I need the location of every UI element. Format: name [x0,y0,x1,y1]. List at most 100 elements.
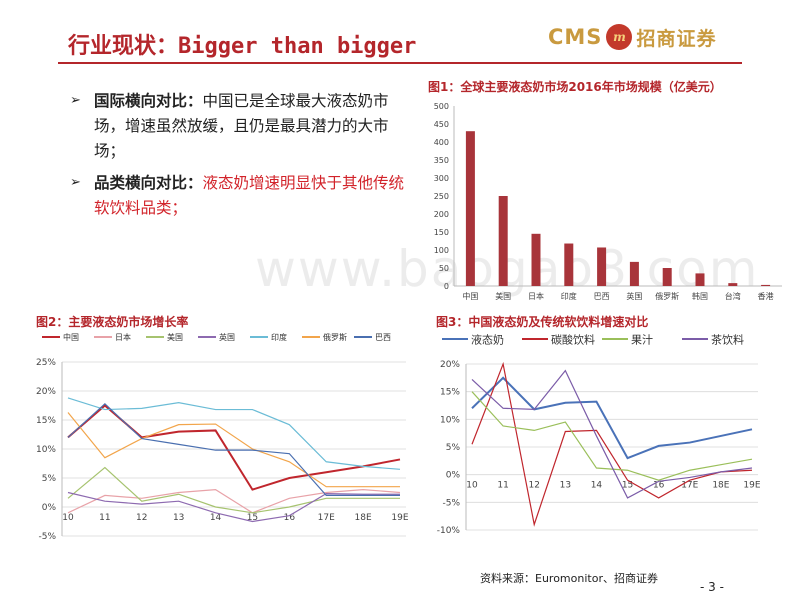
fig3-x-tick-label: 11 [497,481,508,491]
fig2-legend-label: 巴西 [375,333,391,342]
fig1-bar [629,261,639,286]
fig3-x-tick-label: 14 [591,481,603,491]
fig3-x-tick-label: 16 [653,481,665,491]
fig1-x-tick-label: 俄罗斯 [655,291,679,301]
fig1-x-tick-label: 香港 [758,291,774,301]
fig2-legend-label: 俄罗斯 [323,332,347,342]
fig3-x-tick-label: 13 [560,481,571,491]
bullet-body: 液态奶增速明显快于其他传统软饮料品类； [94,174,405,217]
fig3-series-line [471,369,753,499]
fig3-x-tick-label: 15 [622,481,633,491]
fig2-x-tick-label: 18E [355,513,372,523]
fig2-series-line [67,404,401,491]
fig2-series-line [67,466,400,514]
bullet-head: 品类横向对比： [94,173,203,192]
fig2-series-line [67,491,400,523]
fig1-x-tick-label: 台湾 [725,291,741,301]
fig1-y-tick-label: 150 [434,228,449,237]
fig3-legend-label: 碳酸饮料 [551,333,595,347]
fig1-x-tick-label: 中国 [462,291,478,301]
fig2-legend-label: 美国 [167,332,183,342]
fig2-y-tick-label: 5% [42,474,57,484]
fig1-bar [564,243,574,286]
fig2-series-line [67,402,400,496]
fig3-x-tick-label: 19E [743,481,760,491]
fig3-x-tick-label: 18E [712,481,729,491]
fig2-x-tick-label: 15 [247,513,258,523]
arrow-bullet-icon: ➢ [70,93,81,108]
bullet-list: ➢ 国际横向对比：中国已是全球最大液态奶市场，增速虽然放缓，且仍是最具潜力的大市… [70,88,405,227]
fig2-series-line [67,397,401,470]
fig3-series-line [471,376,753,460]
fig1-y-tick-label: 400 [434,138,449,147]
fig1-bar [597,247,607,286]
fig1-bar [662,268,672,286]
fig1-y-tick-label: 500 [434,102,449,111]
source-note: 资料来源：Euromonitor、招商证券 [480,572,658,585]
fig3-x-tick-label: 12 [528,481,539,491]
fig3-legend-label: 茶饮料 [711,333,744,347]
fig3-x-tick-label: 17E [681,481,698,491]
fig2-y-tick-label: 15% [36,416,56,426]
fig2-y-tick-label: 10% [36,445,56,455]
fig1-bar [728,283,738,286]
fig1-y-tick-label: 300 [434,174,449,183]
arrow-bullet-icon: ➢ [70,175,81,190]
fig2-legend-label: 中国 [63,332,79,342]
fig1-bar-chart: 0 50 100 150 200 250 300 350 400 450 500 中国 美国 日本 印度 巴西… [434,102,782,301]
fig1-bar [498,196,508,286]
bullet-international: ➢ 国际横向对比：中国已是全球最大液态奶市场，增速虽然放缓，且仍是最具潜力的大市… [70,88,405,164]
fig2-legend-label: 印度 [271,332,287,342]
page-number: - 3 - [700,580,724,594]
fig2-x-tick-label: 13 [173,513,184,523]
fig3-y-tick-label: 0% [446,471,461,481]
fig1-y-tick-label: 250 [434,192,449,201]
fig1-y-tick-label: 50 [439,264,449,273]
logo-cn-text: 招商证券 [636,27,717,50]
fig3-x-tick-label: 10 [466,481,478,491]
fig3-y-tick-label: -5% [442,498,460,508]
bullet-body: 中国已是全球最大液态奶市场，增速虽然放缓，且仍是最具潜力的大市场； [94,92,389,160]
fig1-x-tick-label: 印度 [561,291,577,301]
fig3-line-chart: -10% -5% 0% 5% 10% 15% 20% 10 11 12 13 14 15 16 17E 18E… [437,333,761,537]
fig1-x-tick-label: 巴西 [594,292,610,301]
fig3-y-tick-label: 5% [446,443,461,453]
fig2-line-chart: -5% 0% 5% 10% 15% 20% 25% 10 11 12 13 14 15 16 17E 18E 1… [36,332,409,542]
fig2-y-tick-label: 25% [36,358,56,368]
fig3-series-line [471,361,753,527]
fig1-bar [531,233,541,286]
fig1-y-tick-label: 450 [434,120,449,129]
fig2-x-tick-label: 17E [318,513,335,523]
fig2-legend-label: 英国 [219,332,235,342]
fig1-y-tick-label: 200 [434,210,449,219]
fig1-caption: 图1：全球主要液态奶市场2016年市场规模（亿美元） [428,80,722,94]
fig2-y-tick-label: 20% [36,387,56,397]
fig2-series-line [67,412,400,488]
fig1-bar [695,273,705,286]
fig2-y-tick-label: -5% [38,532,56,542]
slide-title: 行业现状：Bigger than bigger [68,34,417,59]
fig1-bar [761,284,771,286]
fig3-series-line [471,391,753,481]
fig2-x-tick-label: 14 [210,513,222,523]
logo-cms-text: CMS [548,25,603,49]
fig2-x-tick-label: 11 [99,513,110,523]
fig2-y-tick-label: 0% [42,503,57,513]
fig1-x-tick-label: 日本 [528,291,544,301]
fig3-y-tick-label: 10% [440,415,460,425]
fig3-legend-label: 液态奶 [471,333,504,347]
fig1-x-tick-label: 英国 [626,291,642,301]
fig3-legend-label: 果汁 [631,334,653,347]
fig2-series-line [67,488,401,514]
fig1-y-tick-label: 0 [444,282,449,291]
fig3-caption: 图3：中国液态奶及传统软饮料增速对比 [436,315,649,329]
fig3-y-tick-label: 20% [440,360,460,370]
fig1-y-tick-label: 350 [434,156,449,165]
bullet-category: ➢ 品类横向对比：液态奶增速明显快于其他传统软饮料品类； [70,170,405,221]
fig1-y-tick-label: 100 [434,246,449,255]
fig3-y-tick-label: -10% [437,526,461,536]
logo-mark-icon: m [606,24,633,50]
fig3-y-tick-label: 15% [440,388,460,398]
bullet-head: 国际横向对比： [94,91,203,110]
fig2-legend-label: 日本 [115,332,131,342]
